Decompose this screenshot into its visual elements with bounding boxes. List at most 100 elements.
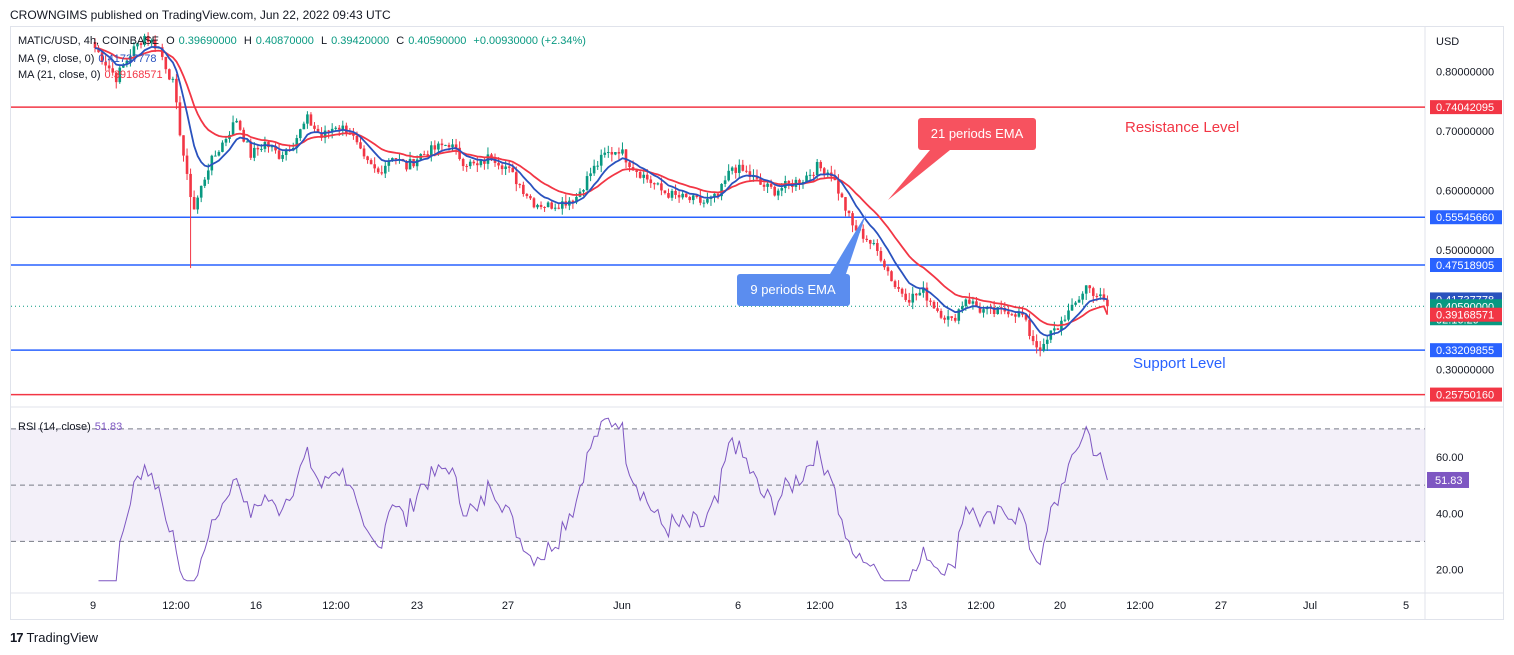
candle	[727, 170, 730, 181]
candle	[507, 166, 511, 168]
candle	[518, 184, 522, 186]
footer[interactable]: 17 TradingView	[10, 630, 98, 645]
candle	[337, 127, 341, 130]
candle	[430, 145, 433, 157]
candle	[1024, 314, 1028, 320]
candle	[582, 190, 585, 192]
candle	[330, 128, 334, 132]
candle	[656, 183, 660, 185]
x-tick-label: Jun	[613, 600, 631, 612]
candle	[522, 184, 525, 195]
candle	[911, 293, 915, 303]
candle	[773, 186, 776, 196]
chart-frame	[10, 26, 1504, 620]
series-line-rsi	[98, 417, 1108, 582]
candle	[171, 78, 175, 80]
candles	[93, 32, 1109, 357]
legend-ohlc: MATIC/USD, 4h, COINBASE O 0.39690000 H 0.4…	[18, 35, 590, 47]
candle	[511, 167, 515, 173]
candle	[536, 204, 539, 208]
candle	[387, 160, 391, 166]
candle	[107, 65, 111, 69]
legend-rsi-value: 51.83	[94, 421, 123, 433]
legend-ma21: MA (21, close, 0) 0.39168571	[18, 69, 167, 81]
candle	[111, 68, 114, 73]
candle	[1091, 288, 1095, 296]
candle	[504, 166, 507, 170]
candle	[309, 114, 313, 126]
candle	[982, 309, 985, 313]
candle	[217, 151, 221, 156]
callout-9-ema: 9 periods EMA	[750, 282, 836, 297]
annotation-resistance: Resistance Level	[1125, 119, 1239, 136]
candle	[674, 190, 677, 195]
annotation-support: Support Level	[1133, 355, 1226, 372]
candle	[649, 179, 653, 184]
candle	[684, 193, 688, 197]
candle	[720, 183, 723, 197]
candle	[968, 299, 971, 304]
callout-pointer	[888, 150, 950, 200]
level-badge-label: 0.33209855	[1436, 345, 1494, 357]
candle	[405, 161, 408, 170]
legend-ma9-label: MA (9, close, 0)	[18, 53, 95, 65]
candle	[861, 228, 865, 239]
candle	[872, 243, 876, 245]
candle	[391, 158, 394, 161]
candle	[362, 148, 366, 157]
candle	[946, 316, 950, 320]
x-tick-label: 20	[1054, 600, 1066, 612]
candle	[635, 170, 638, 172]
candle	[139, 43, 143, 45]
candle	[975, 301, 978, 307]
candle	[352, 133, 355, 136]
candle	[433, 145, 437, 150]
candle	[1031, 335, 1035, 342]
candle	[1070, 304, 1074, 311]
candle	[766, 183, 769, 187]
level-badge	[1430, 210, 1502, 225]
x-tick-label: 6	[735, 600, 741, 612]
y-tick-label: 0.70000000	[1436, 126, 1494, 138]
candle	[1099, 294, 1102, 297]
candle	[132, 46, 136, 57]
candle	[422, 154, 426, 156]
rsi-tick-label: 60.00	[1436, 452, 1464, 464]
candle	[359, 142, 362, 149]
price-axis: 0.74042095 0.55545660 0.47518905 0.33209855…	[90, 36, 1502, 612]
candle	[628, 162, 631, 168]
candle	[737, 164, 741, 173]
candle	[950, 316, 953, 318]
candle	[277, 150, 281, 159]
candle	[553, 207, 557, 209]
horizontal-levels	[11, 106, 1425, 396]
candle	[415, 159, 419, 167]
moving-averages	[94, 45, 1109, 337]
x-tick-label: 16	[250, 600, 262, 612]
candle	[525, 194, 529, 197]
candle	[1102, 294, 1106, 300]
candle	[936, 308, 939, 311]
candle	[224, 138, 228, 143]
candle	[284, 149, 288, 155]
x-tick-label: 12:00	[806, 600, 834, 612]
candle	[185, 155, 189, 174]
x-tick-label: 12:00	[322, 600, 350, 612]
price-badge	[1430, 307, 1502, 322]
candle	[168, 69, 171, 80]
candle	[939, 310, 943, 318]
legend-ma9-value: 0.41737778	[98, 53, 157, 65]
candle	[369, 160, 373, 165]
candle	[550, 202, 553, 209]
callout-pointer	[830, 214, 866, 274]
candle	[196, 197, 199, 210]
candle	[104, 61, 107, 66]
candle	[617, 152, 621, 154]
candle	[808, 174, 812, 176]
candle	[971, 301, 975, 304]
rsi-tick-label: 20.00	[1436, 565, 1464, 577]
candle	[1063, 319, 1067, 321]
candle	[713, 193, 716, 197]
candle	[373, 164, 376, 169]
